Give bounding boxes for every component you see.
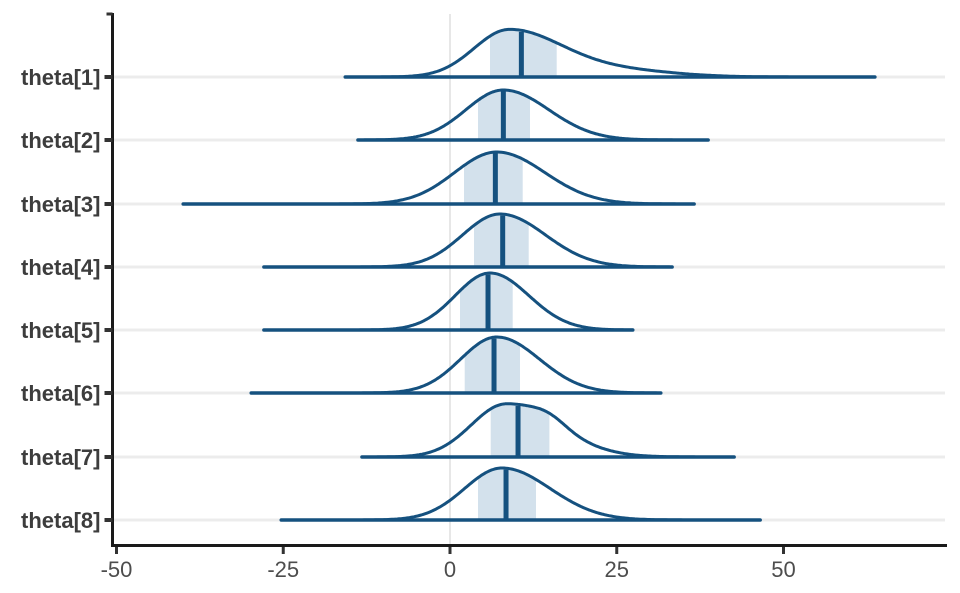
density-curve	[356, 88, 710, 142]
density-theta-7	[360, 402, 736, 459]
x-tick-label: -25	[267, 557, 299, 582]
x-tick-label: 25	[605, 557, 629, 582]
y-tick-label: theta[2]	[21, 128, 100, 153]
density-curve	[343, 27, 877, 79]
y-tick-label: theta[4]	[21, 255, 100, 280]
density-theta-8	[279, 466, 762, 522]
density-theta-6	[249, 335, 663, 395]
density-curve	[262, 212, 674, 269]
y-tick-label: theta[1]	[21, 65, 100, 90]
density-theta-3	[181, 150, 696, 206]
density-curve	[279, 466, 762, 522]
x-tick-label: 0	[444, 557, 456, 582]
density-curve	[249, 335, 663, 395]
y-tick-label: theta[8]	[21, 508, 100, 533]
density-theta-5	[262, 271, 635, 332]
y-tick-label: theta[6]	[21, 381, 100, 406]
density-curve	[360, 402, 736, 459]
density-curve	[262, 271, 635, 332]
density-theta-4	[262, 212, 674, 269]
density-theta-2	[356, 88, 710, 142]
density-theta-1	[343, 27, 877, 79]
x-tick-label: 50	[771, 557, 795, 582]
x-tick-label: -50	[101, 557, 133, 582]
y-tick-label: theta[5]	[21, 318, 100, 343]
y-tick-label: theta[7]	[21, 445, 100, 470]
density-curve	[181, 150, 696, 206]
y-tick-label: theta[3]	[21, 192, 100, 217]
